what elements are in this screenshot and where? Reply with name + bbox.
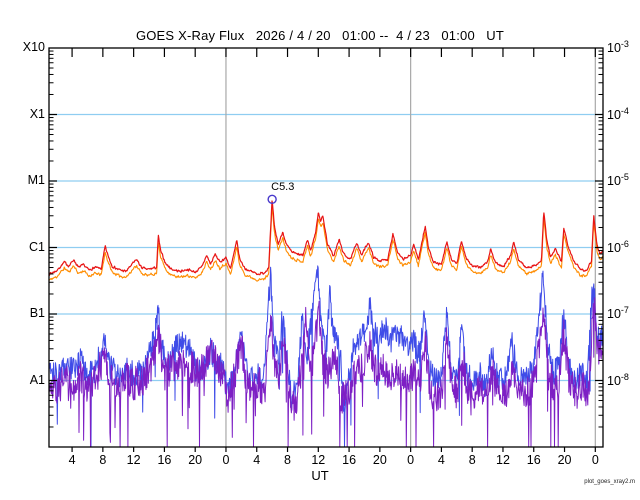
x-axis-tick-label: 8 — [99, 453, 107, 467]
x-axis-tick-label: 8 — [284, 453, 291, 467]
series-short-wavelength-secondary — [48, 297, 604, 448]
x-axis-tick-label: 20 — [557, 453, 572, 467]
y-axis-label-left: X10 — [22, 40, 45, 54]
x-axis-tick-label: 20 — [372, 453, 387, 467]
x-axis-tick-label: 16 — [157, 453, 172, 467]
y-axis-label-right: 10-3 — [607, 39, 629, 56]
flare-marker — [267, 194, 277, 205]
x-axis-tick-label: 0 — [407, 453, 415, 467]
x-axis-tick-label: 8 — [468, 453, 476, 467]
series-short-wavelength-primary — [48, 265, 604, 448]
y-axis-label-right: 10-7 — [607, 305, 629, 322]
y-axis-label-left: M1 — [27, 173, 45, 187]
chart-title: GOES X-Ray Flux 2026 / 4 / 20 01:00 -- 4… — [135, 28, 505, 43]
y-axis-label-left: A1 — [29, 372, 45, 387]
x-axis-tick-label: 12 — [496, 453, 510, 467]
y-axis-label-left: B1 — [29, 306, 45, 320]
y-axis-label-left: C1 — [29, 239, 45, 254]
y-axis-label-right: 10-6 — [607, 238, 629, 255]
x-axis-tick-label: 16 — [342, 453, 357, 467]
x-axis-tick-label: 4 — [68, 453, 76, 467]
x-axis-tick-label: 12 — [126, 453, 141, 467]
x-axis-tick-label: 16 — [526, 453, 541, 467]
x-axis-tick-label: 12 — [311, 453, 326, 467]
x-axis-tick-label: 4 — [253, 453, 261, 467]
x-axis-tick-label: 0 — [591, 453, 599, 467]
x-axis-title: UT — [311, 468, 329, 483]
plot-credit: plot_goes_xray2.m — [584, 479, 635, 485]
y-axis-label-right: 10-4 — [607, 105, 629, 122]
x-axis-tick-label: 20 — [188, 453, 203, 467]
series-long-wavelength-secondary — [48, 206, 604, 282]
y-axis-label-left: X1 — [29, 106, 45, 121]
y-axis-label-right: 10-8 — [607, 371, 629, 388]
flare-annotation: C5.3 — [271, 181, 295, 194]
series-long-wavelength-primary — [48, 200, 604, 276]
x-axis-tick-label: 0 — [222, 453, 230, 467]
x-axis-tick-label: 4 — [437, 453, 445, 467]
y-axis-label-right: 10-5 — [607, 172, 629, 189]
